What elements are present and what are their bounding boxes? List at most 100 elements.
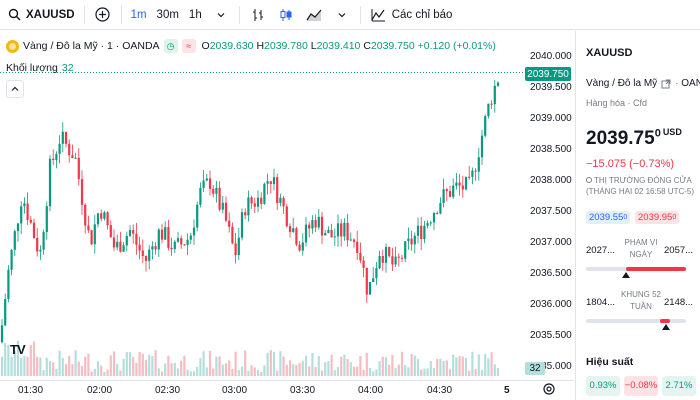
candle-body — [458, 182, 461, 186]
market-status-icon[interactable]: ◷ — [163, 39, 178, 53]
area-style-button[interactable] — [300, 0, 328, 30]
candle-body — [135, 233, 138, 245]
compare-symbol-button[interactable] — [89, 0, 117, 30]
volume-label: 32 — [525, 362, 545, 375]
bars-icon — [249, 6, 267, 24]
candle-body — [455, 182, 458, 186]
candle-body — [71, 155, 74, 159]
volume-bar — [410, 354, 413, 376]
time-label: 04:30 — [427, 385, 453, 396]
collapse-legend-button[interactable] — [6, 80, 24, 98]
interval-1m[interactable]: 1m — [130, 8, 147, 21]
volume-bar — [151, 356, 154, 376]
candle-body — [484, 116, 487, 136]
52wk-range-bar — [586, 319, 686, 323]
candle-body — [423, 225, 426, 240]
candle-body — [244, 212, 247, 216]
market-closed-icon — [586, 177, 592, 183]
candle-body — [343, 222, 346, 237]
candle-body — [212, 188, 215, 194]
candle-body — [250, 197, 253, 204]
day-range-high: 2057... — [664, 245, 694, 256]
candle-body — [125, 235, 128, 246]
volume-bar — [400, 351, 404, 376]
performance-3m[interactable]: 2.71% — [662, 376, 696, 396]
candle-body — [381, 255, 384, 263]
candle-body — [397, 256, 400, 258]
performance-1m[interactable]: −0.08% — [624, 376, 658, 396]
performance-1w[interactable]: 0.93% — [586, 376, 620, 396]
toolbar-divider — [120, 5, 122, 24]
volume-bar — [487, 358, 490, 376]
volume-bar — [180, 360, 183, 376]
time-label: 5 — [504, 385, 510, 396]
volume-bar — [116, 364, 119, 376]
volume-bar — [128, 352, 132, 376]
volume-bar — [276, 370, 279, 376]
price-axis[interactable]: 2040.000 2039.500 2039.000 2038.500 2038.000… — [524, 31, 574, 380]
volume-bar — [240, 366, 244, 376]
candles-style-button[interactable] — [272, 0, 300, 30]
candle-body — [279, 197, 282, 204]
volume-bar — [170, 363, 173, 376]
candle-body — [349, 239, 352, 241]
volume-bar — [84, 356, 87, 376]
volume-legend: Khối lượng 32 — [6, 62, 74, 74]
candle-body — [272, 177, 276, 185]
volume-bar — [112, 351, 116, 376]
external-link-icon[interactable] — [661, 79, 671, 89]
volume-bar — [183, 355, 186, 376]
volume-bar — [343, 354, 346, 376]
candlestick-chart[interactable] — [0, 31, 574, 400]
volume-bar — [304, 355, 308, 376]
candle-body — [20, 206, 23, 224]
chart-type-dropdown[interactable] — [328, 0, 356, 30]
candle-body — [276, 177, 279, 204]
volume-bar — [74, 350, 77, 376]
top-toolbar: XAUUSD 1m 30m 1h — [0, 0, 700, 30]
day-range-fill — [626, 267, 686, 271]
volume-bar — [90, 371, 93, 376]
toolbar-divider — [83, 5, 85, 24]
indicators-icon — [370, 6, 388, 24]
candle-body — [52, 158, 55, 161]
day-range-label: PHẠM VI NGÀY — [624, 238, 658, 259]
candle-body — [372, 278, 375, 283]
volume-bar — [448, 369, 452, 376]
volume-bar — [445, 360, 448, 376]
interval-dropdown[interactable] — [207, 0, 235, 30]
delayed-data-icon[interactable]: ≈ — [181, 39, 196, 53]
candle-body — [45, 206, 48, 233]
indicators-button[interactable]: Các chỉ báo — [365, 0, 458, 30]
panel-symbol[interactable]: XAUUSD — [586, 47, 633, 59]
interval-1h[interactable]: 1h — [188, 8, 202, 21]
market-status: THỊ TRƯỜNG ĐÓNG CỬA (THÁNG HAI 02 16:58 … — [586, 176, 695, 196]
time-axis[interactable]: 01:30 02:00 02:30 03:00 03:30 04:00 04:3… — [0, 380, 574, 400]
candle-body — [474, 170, 477, 172]
chevron-down-icon — [333, 6, 351, 24]
volume-bar — [122, 358, 125, 376]
candle-body — [106, 212, 109, 226]
volume-bar — [324, 362, 327, 376]
chart-pane[interactable] — [0, 31, 574, 400]
volume-bar — [407, 367, 410, 376]
candle-body — [330, 229, 333, 238]
volume-bar — [68, 355, 71, 376]
candle-body — [359, 253, 362, 261]
interval-30m[interactable]: 30m — [156, 8, 179, 21]
candle-body — [420, 225, 423, 240]
candle-body — [0, 325, 4, 343]
candle-body — [256, 197, 260, 207]
candle-body — [375, 268, 378, 279]
gear-icon[interactable] — [542, 382, 556, 396]
tradingview-logo[interactable]: TV — [10, 342, 26, 357]
bar-style-button[interactable] — [244, 0, 272, 30]
candle-body — [202, 180, 205, 188]
toolbar-divider — [238, 5, 240, 24]
candle-body — [13, 231, 16, 250]
volume-bar — [199, 358, 202, 376]
symbol-search[interactable]: XAUUSD — [0, 0, 80, 30]
ask-price: 2039.95 0 — [635, 211, 680, 224]
volume-bar — [365, 352, 368, 376]
volume-bar — [490, 352, 493, 376]
